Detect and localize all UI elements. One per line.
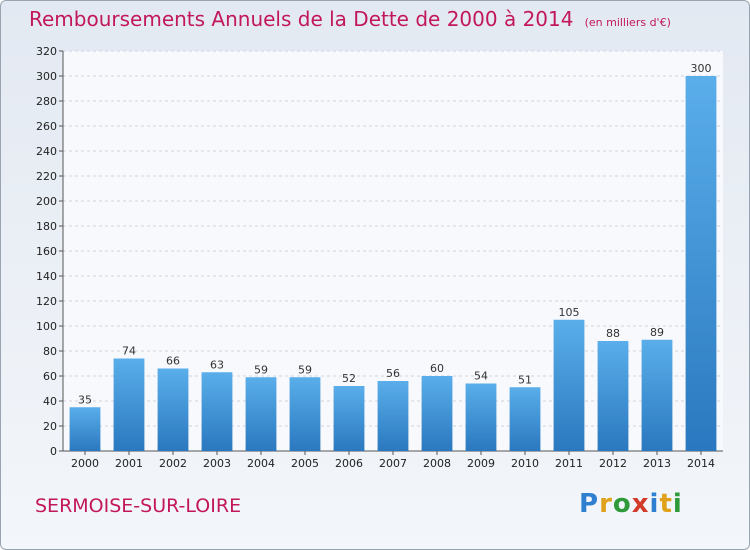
bar [289,377,321,451]
x-tick-label: 2005 [291,457,319,470]
data-label: 59 [254,363,268,376]
bar [245,377,277,451]
x-tick-label: 2013 [643,457,671,470]
x-tick-label: 2004 [247,457,275,470]
location-name: SERMOISE-SUR-LOIRE [35,495,242,517]
data-label: 51 [518,373,532,386]
y-tick-label: 20 [43,420,57,433]
chart-title: Remboursements Annuels de la Dette de 20… [29,7,671,31]
y-tick-label: 80 [43,345,57,358]
logo-letter: r [599,489,613,519]
x-tick-label: 2012 [599,457,627,470]
bar [685,76,717,451]
data-label: 35 [78,393,92,406]
y-tick-label: 220 [36,170,57,183]
chart-unit: (en milliers d'€) [584,16,671,29]
bar [421,376,453,451]
y-tick-label: 180 [36,220,57,233]
logo-letter: i [672,489,683,519]
data-label: 74 [122,345,136,358]
y-tick-label: 120 [36,295,57,308]
y-tick-label: 300 [36,70,57,83]
y-tick-label: 200 [36,195,57,208]
bar [69,407,101,451]
logo-letter: x [631,489,650,519]
x-tick-label: 2014 [687,457,715,470]
y-tick-label: 320 [36,45,57,58]
logo-letter: t [659,489,673,519]
y-tick-label: 140 [36,270,57,283]
y-tick-label: 240 [36,145,57,158]
data-label: 66 [166,355,180,368]
data-label: 59 [298,363,312,376]
data-label: 300 [691,62,712,75]
y-tick-label: 160 [36,245,57,258]
x-tick-label: 2000 [71,457,99,470]
y-tick-label: 260 [36,120,57,133]
y-tick-label: 100 [36,320,57,333]
bar [333,386,365,451]
data-label: 105 [559,306,580,319]
bar [201,372,233,451]
x-tick-label: 2006 [335,457,363,470]
x-tick-label: 2011 [555,457,583,470]
x-tick-label: 2009 [467,457,495,470]
data-label: 63 [210,358,224,371]
bar [597,341,629,451]
x-tick-label: 2007 [379,457,407,470]
proxiti-logo: Proxiti [579,489,683,519]
bar [553,319,585,451]
data-label: 60 [430,362,444,375]
data-label: 88 [606,327,620,340]
logo-letter: P [579,489,600,519]
bar [509,387,541,451]
logo-letter: i [649,489,660,519]
y-tick-label: 40 [43,395,57,408]
data-label: 52 [342,372,356,385]
x-tick-label: 2002 [159,457,187,470]
y-tick-label: 0 [50,445,57,458]
data-label: 89 [650,326,664,339]
x-tick-label: 2003 [203,457,231,470]
bar [157,368,189,451]
bar [377,381,409,451]
y-tick-label: 60 [43,370,57,383]
x-tick-label: 2008 [423,457,451,470]
bar [641,339,673,451]
logo-letter: o [612,489,632,519]
data-label: 54 [474,370,488,383]
chart-title-text: Remboursements Annuels de la Dette de 20… [29,7,574,31]
bar [113,358,145,451]
x-tick-label: 2010 [511,457,539,470]
data-label: 56 [386,367,400,380]
x-tick-label: 2001 [115,457,143,470]
y-tick-label: 280 [36,95,57,108]
bar [465,383,497,451]
